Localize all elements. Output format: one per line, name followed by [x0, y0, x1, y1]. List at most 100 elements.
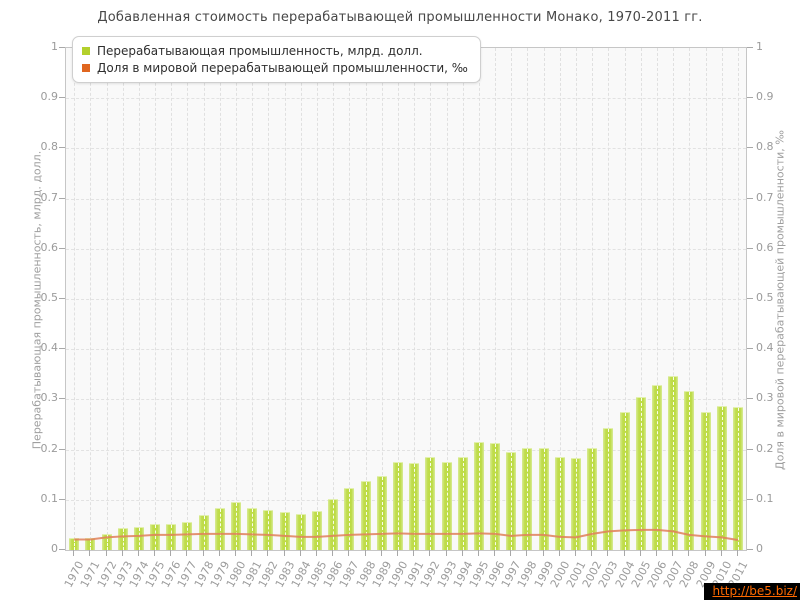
gridline-horizontal	[66, 449, 746, 451]
x-tick-mark	[445, 550, 447, 556]
x-tick-mark	[413, 550, 415, 556]
bar-2003	[603, 428, 614, 550]
gridline-vertical	[495, 48, 496, 550]
x-tick-mark	[558, 550, 560, 556]
x-tick-mark	[73, 550, 75, 556]
x-tick-mark	[235, 550, 236, 556]
x-tick-mark	[170, 550, 172, 556]
gridline-vertical	[333, 48, 335, 550]
gridline-vertical	[74, 48, 76, 550]
y-tick-label-right: 0.1	[756, 491, 774, 505]
y-tick-label-right: 0.2	[756, 441, 774, 455]
watermark-link[interactable]: http://be5.biz/	[712, 584, 797, 598]
gridline-vertical	[721, 48, 723, 550]
x-tick-mark	[202, 550, 204, 556]
bar-2000	[554, 457, 565, 550]
bar-2006	[652, 385, 662, 550]
x-tick-mark	[672, 550, 674, 556]
y-tick-label-right: 0.7	[756, 190, 774, 204]
y-tick-mark	[59, 247, 65, 249]
y-tick-mark	[59, 498, 65, 500]
bar-1989	[376, 476, 387, 550]
y-tick-label-left: 0	[51, 542, 58, 555]
line-series-swatch-icon	[82, 63, 90, 72]
y-tick-mark	[747, 549, 753, 550]
bar-1980	[231, 502, 241, 550]
y-tick-mark	[747, 348, 753, 350]
y-tick-label-right: 0.5	[756, 291, 774, 304]
bar-1992	[425, 457, 436, 550]
y-tick-label-right: 0.8	[756, 140, 774, 154]
x-tick-mark	[348, 550, 350, 556]
gridline-vertical	[511, 48, 513, 550]
bar-2011	[732, 407, 743, 550]
gridline-vertical	[689, 48, 691, 550]
y-tick-mark	[747, 147, 753, 149]
y-tick-mark	[747, 498, 753, 500]
bar-2004	[619, 412, 630, 550]
bar-1974	[133, 527, 144, 550]
gridline-vertical	[608, 48, 610, 550]
y-tick-mark	[747, 398, 753, 400]
bar-1998	[522, 448, 533, 550]
x-tick-mark	[380, 550, 382, 556]
x-tick-mark	[299, 550, 301, 556]
y-tick-label-left: 0.6	[40, 240, 59, 254]
bar-1983	[279, 512, 290, 550]
gridline-vertical	[236, 48, 237, 550]
y-tick-mark	[59, 97, 65, 99]
y-tick-mark	[747, 247, 753, 249]
bar-1988	[360, 481, 371, 550]
x-tick-mark	[316, 550, 317, 556]
y-tick-label-left: 0.7	[40, 190, 59, 204]
x-tick-mark	[607, 550, 609, 556]
bar-1982	[263, 510, 274, 550]
gridline-vertical	[122, 48, 124, 550]
y-tick-mark	[747, 97, 753, 99]
y-tick-mark	[59, 197, 65, 199]
chart-title: Добавленная стоимость перерабатывающей п…	[97, 10, 703, 25]
x-tick-mark	[218, 550, 220, 556]
gridline-horizontal	[66, 148, 746, 150]
bar-1997	[506, 452, 517, 550]
bar-1973	[117, 528, 128, 550]
bar-2010	[716, 406, 727, 550]
gridline-vertical	[365, 48, 367, 550]
x-tick-mark	[186, 550, 188, 556]
bar-1996	[490, 443, 500, 550]
x-tick-mark	[494, 550, 495, 556]
bar-1995	[473, 442, 484, 550]
x-tick-mark	[105, 550, 107, 556]
y-tick-mark	[59, 398, 65, 400]
x-tick-mark	[89, 550, 91, 556]
gridline-vertical	[155, 48, 156, 550]
gridline-horizontal	[66, 399, 746, 401]
gridline-vertical	[673, 48, 675, 550]
legend-label: Доля в мировой перерабатывающей промышле…	[97, 60, 468, 75]
x-tick-mark	[429, 550, 431, 556]
x-tick-mark	[704, 550, 706, 556]
bar-2008	[684, 391, 695, 550]
y-tick-label-right: 0	[756, 542, 763, 555]
x-tick-mark	[639, 550, 641, 556]
gridline-vertical	[203, 48, 205, 550]
gridline-vertical	[90, 48, 92, 550]
y-tick-label-left: 0.1	[40, 491, 59, 505]
bar-2001	[571, 458, 581, 550]
y-tick-label-left: 0.2	[40, 441, 59, 455]
gridline-vertical	[576, 48, 577, 550]
y-tick-label-left: 0.3	[40, 391, 59, 405]
gridline-vertical	[527, 48, 529, 550]
bar-1978	[198, 515, 209, 550]
y-tick-label-left: 0.4	[40, 341, 59, 355]
gridline-vertical	[624, 48, 626, 550]
gridline-vertical	[414, 48, 416, 550]
gridline-vertical	[543, 48, 545, 550]
gridline-vertical	[317, 48, 318, 550]
gridline-vertical	[640, 48, 642, 550]
x-tick-mark	[688, 550, 690, 556]
gridline-horizontal	[66, 248, 746, 250]
gridline-vertical	[171, 48, 173, 550]
bar-1985	[312, 511, 322, 550]
